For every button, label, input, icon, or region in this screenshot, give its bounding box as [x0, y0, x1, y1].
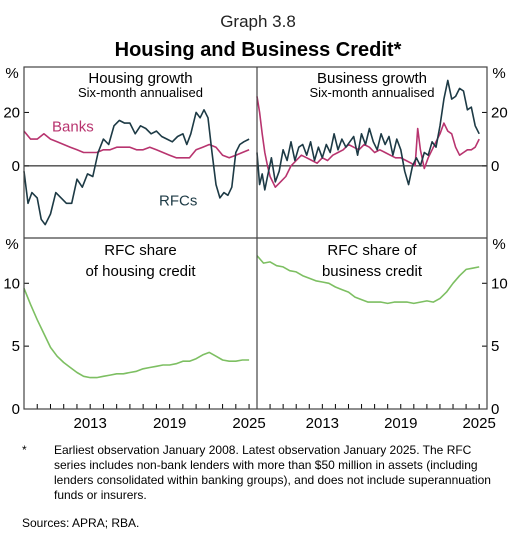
ytick-label-left: 10	[3, 275, 20, 292]
rfcs-annotation: RFCs	[159, 193, 197, 210]
footnote-marker: *	[22, 443, 27, 457]
housing-share-xtick-label: 2025	[232, 415, 265, 432]
ytick-label-right: 10	[491, 275, 508, 292]
business-growth-rfcs-line	[256, 79, 480, 191]
housing-share-panel-title: RFC share	[104, 242, 177, 259]
business-share-panel-subtitle: business credit	[322, 263, 423, 280]
housing-growth-rfcs-line	[23, 109, 250, 226]
housing-share-xtick-label: 2019	[153, 415, 186, 432]
business-share-xtick-label: 2013	[306, 415, 339, 432]
y-unit-left: %	[5, 65, 18, 82]
housing-share-panel-subtitle: of housing credit	[85, 263, 196, 280]
business-share-xtick-label: 2019	[384, 415, 417, 432]
ytick-label-right: 5	[491, 338, 499, 355]
business-growth-panel-title: Business growth	[317, 70, 427, 87]
business-growth-banks-line	[256, 96, 480, 188]
housing-share-rfc-share-of-housing-credit-line	[23, 287, 250, 379]
y-unit-right: %	[492, 65, 505, 82]
ytick-label-right: 20	[491, 104, 508, 121]
ytick-label-left: 0	[12, 401, 20, 418]
y-unit-right: %	[492, 236, 505, 253]
sources: Sources: APRA; RBA.	[22, 516, 140, 530]
graph-number: Graph 3.8	[220, 12, 296, 31]
graph-title: Housing and Business Credit*	[115, 39, 402, 61]
business-share-xtick-label: 2025	[462, 415, 495, 432]
graph-3-8-chart: Graph 3.8 Housing and Business Credit* H…	[3, 12, 507, 432]
ytick-label-right: 0	[491, 158, 499, 175]
housing-growth-panel-title: Housing growth	[88, 70, 192, 87]
housing-share-xtick-label: 2013	[74, 415, 107, 432]
housing-growth-panel-subtitle: Six-month annualised	[78, 85, 203, 100]
business-growth-panel-subtitle: Six-month annualised	[309, 85, 434, 100]
ytick-label-left: 0	[12, 158, 20, 175]
footnote-text: Earliest observation January 2008. Lates…	[54, 443, 491, 502]
ytick-label-left: 5	[12, 338, 20, 355]
banks-annotation: Banks	[52, 118, 94, 135]
y-unit-left: %	[5, 236, 18, 253]
ytick-label-left: 20	[3, 104, 20, 121]
ytick-label-right: 0	[491, 401, 499, 418]
business-share-rfc-share-of-business-credit-line	[256, 255, 480, 305]
business-share-panel-title: RFC share of	[327, 242, 417, 259]
footnote: * Earliest observation January 2008. Lat…	[22, 443, 502, 503]
